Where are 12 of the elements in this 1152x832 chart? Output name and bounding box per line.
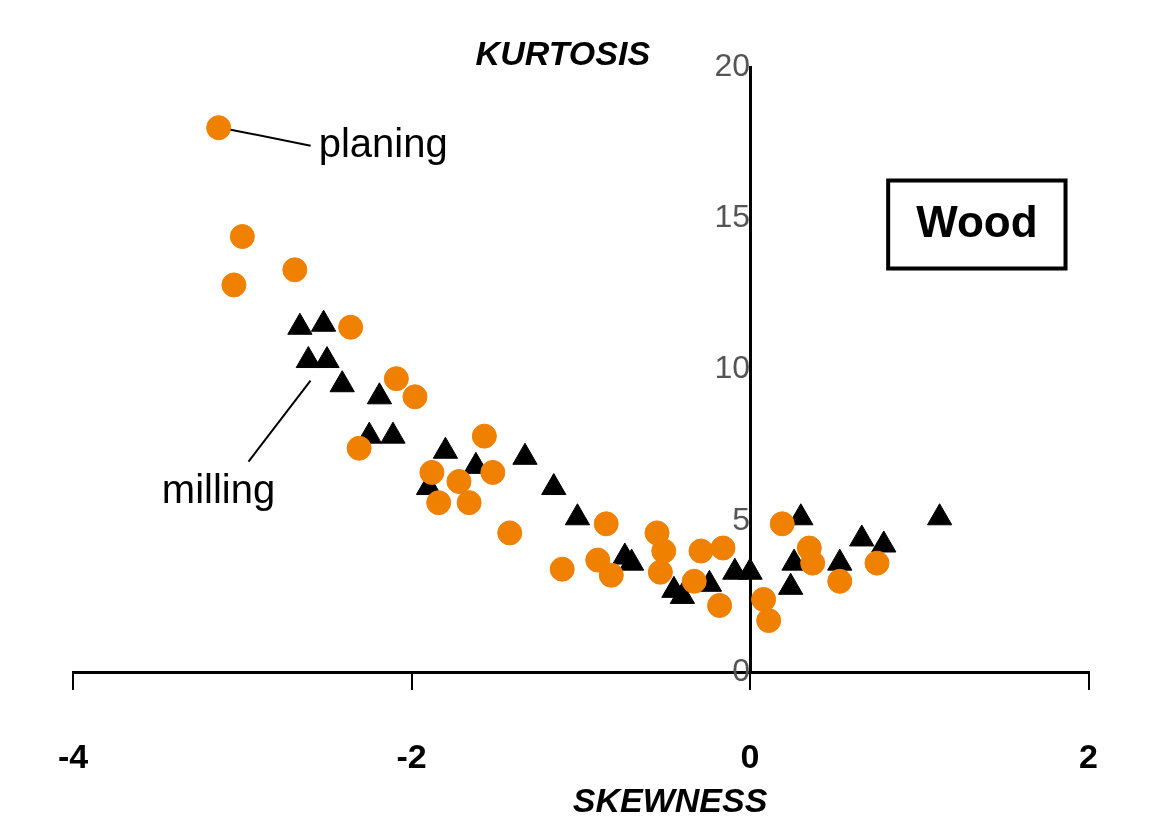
annotation: Wood — [916, 196, 1038, 246]
x-tick-label: -4 — [58, 736, 89, 775]
x-tick-label: 2 — [1079, 736, 1099, 775]
y-tick-label: 5 — [732, 500, 751, 537]
x-tick-label: -2 — [396, 736, 427, 775]
y-tick-label: 20 — [714, 47, 751, 84]
y-tick-label: 15 — [714, 198, 751, 235]
annotation: milling — [161, 466, 276, 511]
annotation: planing — [318, 120, 448, 165]
y-tick-label: 10 — [714, 349, 751, 386]
y-axis-title: KURTOSIS — [475, 34, 651, 73]
x-axis-title: SKEWNESS — [572, 781, 768, 819]
